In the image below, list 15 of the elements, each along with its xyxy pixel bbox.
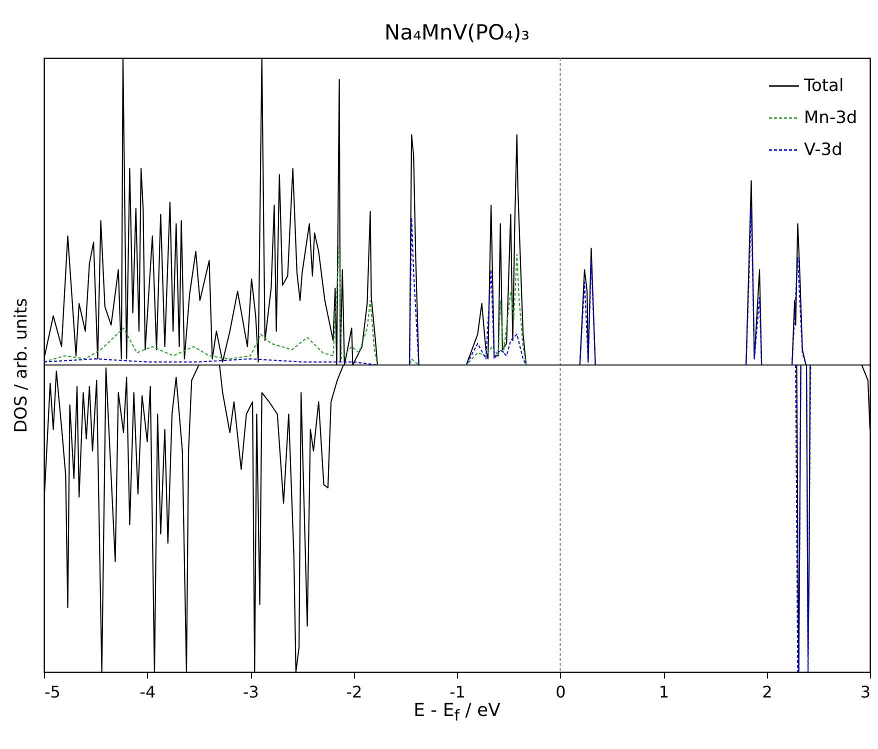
legend-label: Total (803, 76, 844, 96)
x-tick-label: -1 (450, 682, 466, 702)
x-tick-label: -2 (346, 682, 362, 702)
x-axis-title: E - E$_{f}$ / eV (412, 700, 502, 725)
x-tick-label: -5 (44, 682, 60, 702)
x-tick-label: 1 (658, 682, 670, 702)
x-tick-label: -4 (140, 682, 156, 702)
legend-label: V-3d (804, 140, 842, 160)
y-axis-title: DOS / arb. units (12, 298, 32, 433)
x-tick-label: 0 (556, 682, 566, 702)
chart-title: Na₄MnV(PO₄)₃ (384, 20, 530, 44)
x-tick-label: 3 (860, 682, 870, 702)
x-tick-label: 2 (762, 682, 772, 702)
x-tick-label: -3 (243, 682, 259, 702)
legend-label: Mn-3d (804, 108, 858, 128)
